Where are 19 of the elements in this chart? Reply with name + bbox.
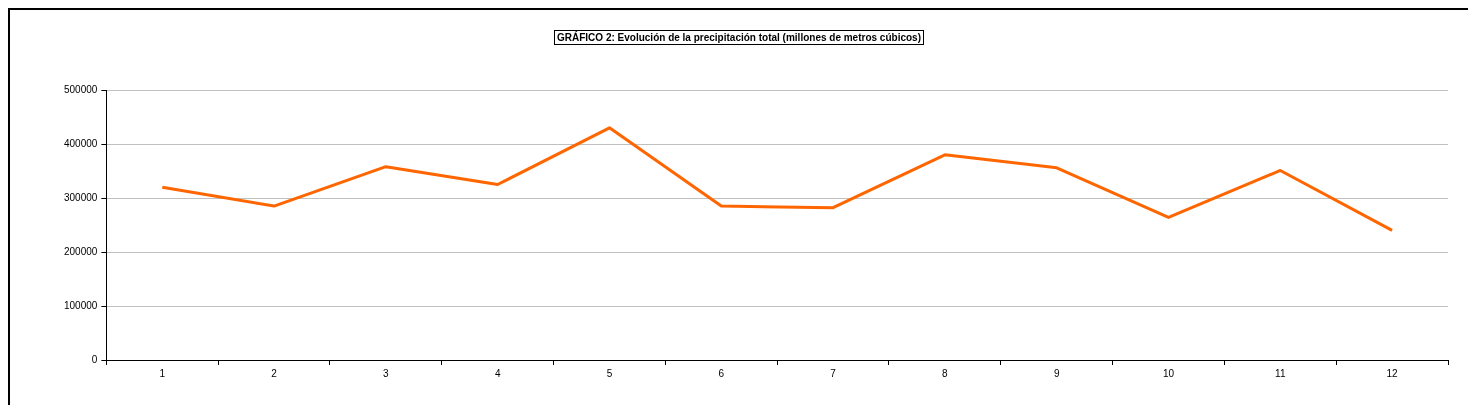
x-tick-label: 6	[718, 367, 725, 379]
x-tick-label: 10	[1162, 367, 1175, 379]
y-tick-label: 200000	[63, 245, 98, 257]
x-tick-label: 4	[494, 367, 501, 379]
y-tick-label: 100000	[63, 299, 98, 311]
y-tick-label: 500000	[63, 83, 98, 95]
chart-title: GRÁFICO 2: Evolución de la precipitación total (millones de metros cúbicos)	[554, 30, 924, 45]
x-tick-label: 3	[383, 367, 390, 379]
x-tick-label: 8	[942, 367, 949, 379]
y-tick-label: 400000	[63, 137, 98, 149]
x-tick-label: 11	[1275, 367, 1286, 379]
x-tick-label: 12	[1386, 367, 1399, 379]
x-tick-label: 2	[271, 367, 278, 379]
x-tick-label: 1	[159, 367, 166, 379]
y-tick-label: 300000	[63, 191, 98, 203]
x-tick-label: 9	[1053, 367, 1060, 379]
x-tick-label: 5	[606, 367, 613, 379]
y-tick-label: 0	[91, 353, 98, 365]
x-tick-label: 7	[830, 367, 837, 379]
